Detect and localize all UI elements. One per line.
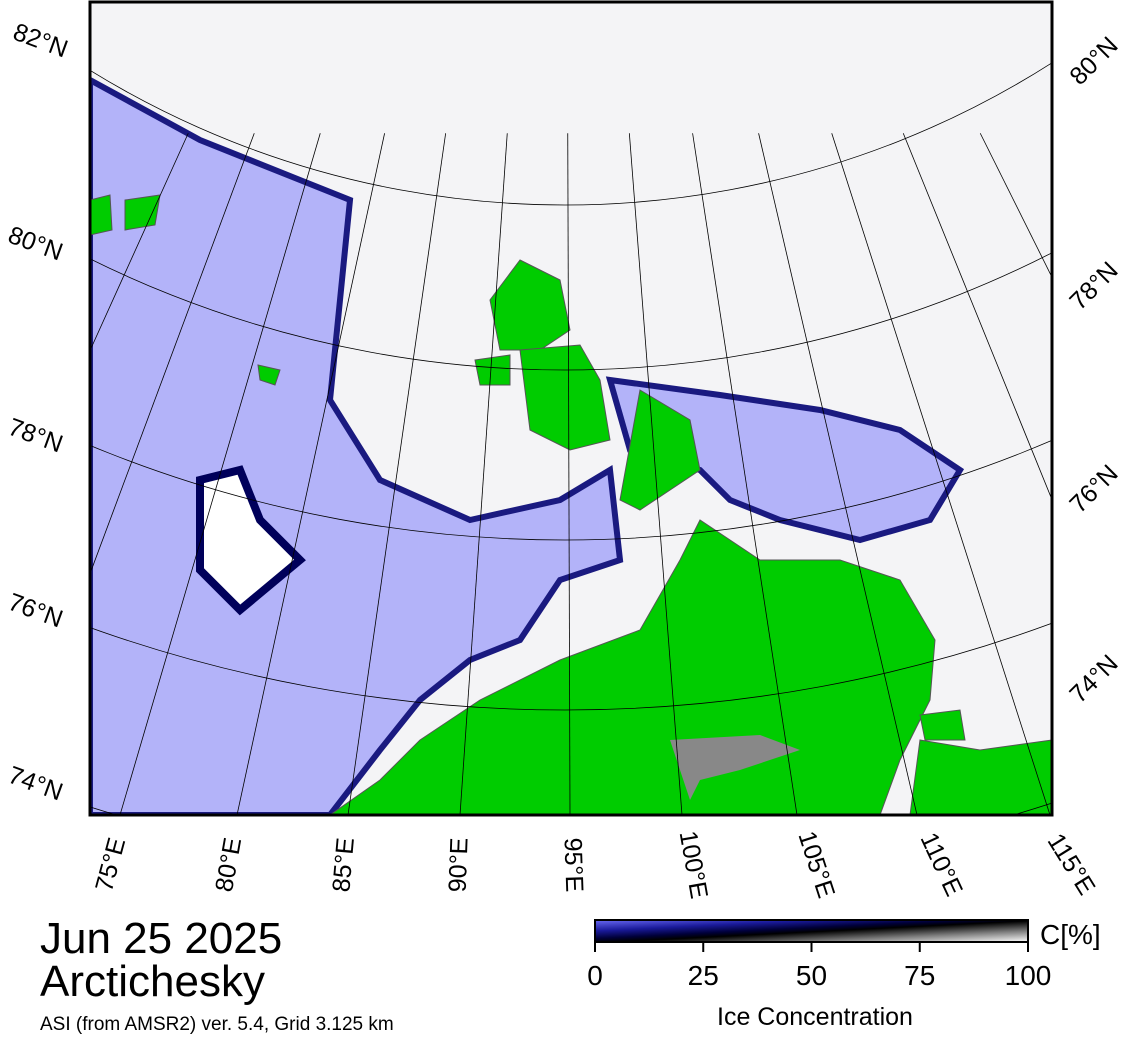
latitude-line	[90, 439, 1052, 541]
mainland	[329, 519, 936, 815]
colorbar-tick-label: 0	[587, 960, 603, 991]
map-area	[90, 2, 1052, 815]
latitude-label: 82°N	[9, 18, 71, 63]
colorbar	[594, 919, 1029, 943]
latitude-label: 74°N	[4, 761, 66, 806]
longitude-line	[979, 133, 1052, 279]
latitude-label: 74°N	[1064, 649, 1123, 708]
latitude-label: 76°N	[4, 588, 66, 633]
graticule	[90, 62, 1052, 815]
date: Jun 25 2025	[40, 914, 282, 963]
latitude-line	[90, 252, 1052, 371]
latitude-label: 78°N	[1064, 256, 1123, 315]
longitude-label: 95°E	[558, 837, 588, 892]
latitude-label: 80°N	[1064, 31, 1123, 90]
colorbar-unit: C[%]	[1040, 919, 1101, 950]
colorbar-title: Ice Concentration	[717, 1003, 913, 1031]
longitude-line	[119, 133, 321, 815]
longitude-line	[831, 133, 1051, 815]
island	[519, 344, 611, 451]
colorbar-ticks: 0 25 50 75 100	[587, 942, 1051, 991]
colorbar-tick-label: 100	[1005, 960, 1052, 991]
longitude-line	[90, 133, 189, 352]
longitude-line	[692, 133, 798, 815]
source: ASI (from AMSR2) ver. 5.4, Grid 3.125 km	[40, 1014, 394, 1035]
longitude-line	[90, 133, 255, 575]
colorbar-tick-label: 75	[904, 960, 935, 991]
island	[619, 389, 701, 511]
longitude-label: 115°E	[1042, 829, 1101, 900]
map-frame	[88, 0, 1054, 817]
open-water-west	[90, 76, 624, 815]
longitude-line	[459, 133, 508, 815]
longitude-label: 100°E	[674, 829, 713, 901]
colorbar-tick-label: 25	[688, 960, 719, 991]
colorbar-tick-label: 50	[796, 960, 827, 991]
longitude-label: 75°E	[90, 835, 131, 895]
mainland-east	[909, 709, 1052, 815]
latitude-label: 78°N	[4, 413, 66, 458]
longitude-label: 110°E	[915, 828, 968, 900]
longitude-line	[628, 133, 683, 815]
latitude-label: 76°N	[1064, 459, 1123, 518]
ice-patch	[196, 465, 306, 616]
latitude-line	[90, 62, 1052, 206]
longitude-line	[347, 133, 447, 815]
longitude-line	[567, 133, 571, 815]
longitude-line	[902, 133, 1052, 501]
longitude-label: 80°E	[210, 835, 247, 894]
latitude-label: 80°N	[4, 221, 66, 266]
longitude-label: 105°E	[792, 828, 840, 902]
longitude-line	[236, 133, 385, 815]
region: Arctichesky	[40, 957, 265, 1006]
island	[90, 194, 281, 386]
lake-region	[670, 735, 800, 800]
longitude-label: 90°E	[444, 837, 474, 892]
longitude-line	[758, 133, 918, 815]
island	[474, 354, 511, 386]
longitude-label: 85°E	[327, 837, 360, 894]
